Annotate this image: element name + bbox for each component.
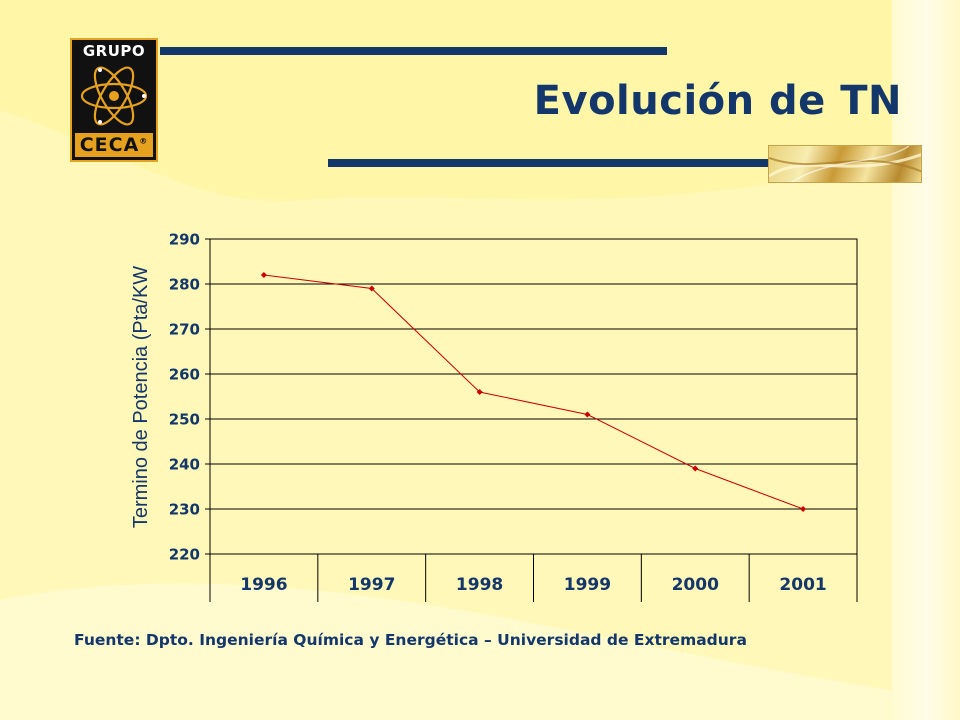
data-point [584,411,591,418]
title-rule-top [160,47,667,55]
y-tick-label: 240 [169,456,200,474]
source-note: Fuente: Dpto. Ingeniería Química y Energ… [74,631,747,649]
grupo-ceca-logo: GRUPO CECA® [70,38,158,162]
y-tick-label: 270 [169,321,200,339]
data-point [260,272,267,278]
x-tick-label: 1998 [456,575,503,595]
slide-title: Evolución de TN [533,78,902,124]
x-tick-label: 2000 [672,575,719,595]
x-tick-label: 1999 [564,575,611,595]
y-axis-label: Termino de Potencia (Pta/KW [130,266,152,528]
right-decorative-strip [892,0,960,720]
y-tick-label: 230 [169,501,200,519]
y-tick-label: 290 [169,231,200,249]
logo-top-text: GRUPO [82,42,146,60]
data-point [476,389,483,395]
data-point [692,465,699,472]
y-tick-label: 250 [169,411,200,429]
data-point [800,506,807,512]
x-axis-table: 1996 1997 1998 1999 2000 2001 [209,554,858,602]
series-line [263,274,804,510]
x-tick-label: 1996 [240,575,287,595]
y-tick-labels: 220 230 240 250 260 270 280 290 [169,231,200,564]
y-tick-label: 280 [169,276,200,294]
y-tick-label: 220 [169,546,200,564]
y-tick-label: 260 [169,366,200,384]
logo-bottom-band: CECA® [75,133,153,157]
logo-bottom-text: CECA® [79,134,149,156]
x-tick-label: 2001 [779,575,826,595]
plot-area [210,239,857,554]
title-rule-bottom [328,159,922,167]
series-markers [260,272,807,512]
data-point [368,285,375,292]
decorative-image [768,145,922,183]
atom-icon [80,66,148,126]
x-tick-label: 1997 [348,575,395,595]
